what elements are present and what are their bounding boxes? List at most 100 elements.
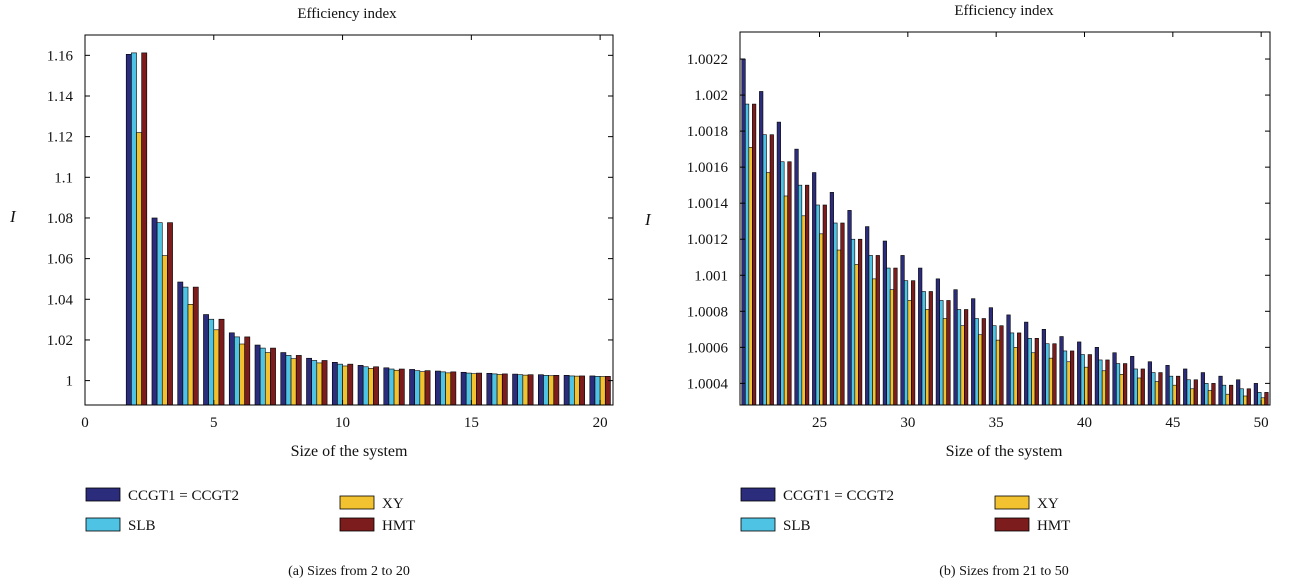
bar-a-s1-x9	[311, 360, 318, 406]
bar-b-s2-x35	[995, 339, 1000, 406]
bar-a-s2-x6	[239, 343, 245, 406]
bar-b-s2-x30	[907, 300, 912, 406]
bar-a-s2-x4	[187, 304, 194, 406]
bar-b-s2-x21	[748, 147, 753, 406]
bar-b-s0-x47	[1200, 372, 1205, 406]
bar-b-s1-x43	[1133, 368, 1138, 406]
bar-a-s1-x13	[414, 370, 421, 406]
bar-b-s2-x40	[1084, 366, 1089, 406]
chart-a-ytick-label: 1.08	[47, 211, 73, 227]
bar-a-s0-x19	[563, 375, 570, 406]
legend-a-label-xy: XY	[382, 496, 404, 512]
legend-a-label-ccgt: CCGT1 = CCGT2	[128, 488, 239, 504]
bar-b-s2-x34	[978, 334, 983, 406]
chart-b-ytick-label: 1.0018	[687, 124, 728, 140]
bar-a-s2-x9	[316, 362, 323, 406]
chart-b-ytick-label: 1.0022	[687, 52, 728, 68]
bar-b-s1-x26	[833, 222, 838, 406]
chart-a-xtick-label: 5	[210, 415, 218, 431]
chart-b: Efficiency index 25 30 35 40 45 50 1.0004 1.000…	[644, 3, 1271, 579]
bar-b-s1-x23	[780, 161, 785, 406]
bar-a-s0-x15	[460, 371, 467, 406]
bar-b-s1-x22	[762, 134, 767, 406]
chart-a-ytick-label: 1.02	[47, 333, 73, 349]
bar-a-s0-x17	[512, 373, 518, 406]
bar-b-s0-x41	[1094, 347, 1099, 406]
legend-b-label-slb: SLB	[783, 518, 811, 534]
bar-a-s1-x6	[234, 336, 240, 406]
legend-a-swatch-ccgt	[85, 487, 121, 502]
legend-b-swatch-slb	[740, 517, 776, 532]
legend-b-swatch-ccgt	[740, 487, 776, 502]
chart-b-xtick-label: 40	[1077, 415, 1092, 431]
chart-b-ytick-label: 1.0012	[687, 232, 728, 248]
bar-a-s3-x15	[476, 372, 482, 406]
bar-a-s2-x3	[161, 255, 168, 406]
bar-a-s1-x15	[465, 372, 472, 406]
bar-b-s2-x31	[925, 309, 930, 406]
bar-a-s0-x18	[538, 374, 544, 406]
chart-a-xtick-label: 10	[335, 415, 350, 431]
bar-b-s3-x43	[1140, 368, 1145, 406]
bar-b-s1-x34	[974, 318, 979, 406]
bar-b-s2-x38	[1048, 357, 1054, 406]
bar-b-s0-x33	[953, 289, 958, 406]
bar-a-s0-x20	[589, 375, 596, 406]
legend-a-swatch-hmt	[339, 517, 375, 532]
chart-b-ytick-label: 1.0004	[687, 376, 729, 392]
chart-b-axes-frame	[739, 31, 1271, 406]
bar-b-s1-x39	[1063, 350, 1068, 406]
bar-a-s1-x18	[543, 375, 549, 406]
bar-b-s3-x24	[805, 184, 810, 406]
bar-a-s2-x7	[264, 352, 271, 406]
bar-a-s1-x14	[440, 371, 446, 406]
bar-a-s0-x9	[306, 357, 312, 406]
bar-b-s2-x32	[942, 318, 947, 406]
bar-b-s3-x26	[840, 222, 845, 406]
bar-b-s1-x36	[1009, 332, 1015, 406]
bar-a-s2-x14	[445, 372, 452, 406]
bar-b-s2-x24	[801, 215, 806, 406]
bar-a-s3-x4	[192, 286, 199, 406]
chart-b-xtick-label: 50	[1254, 415, 1269, 431]
bar-a-s0-x16	[486, 372, 493, 406]
bar-b-s0-x38	[1041, 329, 1046, 406]
bar-a-s2-x8	[290, 358, 297, 406]
bar-a-s0-x7	[254, 344, 261, 406]
bar-b-s3-x28	[875, 255, 880, 406]
chart-a: Efficiency index 0 5 10 15 20 1 1.02 1.04 1.06 1.…	[9, 6, 614, 579]
bar-a-s0-x2	[125, 54, 132, 406]
chart-b-xtick-label: 30	[900, 415, 915, 431]
bar-b-s2-x22	[766, 172, 771, 406]
bar-b-s3-x47	[1211, 383, 1216, 406]
bar-b-s1-x49	[1239, 388, 1244, 406]
bar-a-s1-x5	[208, 318, 215, 406]
bar-a-s2-x18	[548, 375, 555, 406]
chart-b-caption: (b) Sizes from 21 to 50	[939, 564, 1068, 579]
bar-a-s1-x17	[517, 374, 524, 406]
bar-b-s1-x30	[903, 280, 909, 406]
chart-a-ytick-label: 1.04	[47, 292, 74, 308]
bar-a-s1-x2	[131, 52, 137, 406]
chart-b-ytick-label: 1.0006	[687, 340, 729, 356]
chart-a-title: Efficiency index	[297, 6, 397, 22]
bar-b-s3-x50	[1264, 392, 1269, 406]
chart-a-ytick-label: 1.16	[47, 48, 74, 64]
bar-b-s2-x49	[1243, 395, 1248, 406]
chart-b-ytick-label: 1.001	[694, 268, 728, 284]
bar-b-s2-x25	[819, 233, 824, 406]
bar-a-s1-x20	[594, 376, 601, 406]
bar-b-s1-x21	[744, 103, 750, 406]
legend-b-swatch-xy	[994, 495, 1030, 510]
bar-b-s3-x49	[1246, 388, 1251, 406]
bar-b-s0-x39	[1059, 336, 1064, 406]
bar-b-s1-x37	[1027, 338, 1032, 406]
bar-a-s2-x13	[419, 371, 426, 406]
bar-b-s0-x29	[882, 240, 887, 406]
bar-b-s3-x48	[1229, 384, 1234, 406]
chart-a-xtick-label: 15	[464, 415, 479, 431]
bar-a-s1-x4	[182, 286, 189, 406]
bar-b-s1-x31	[921, 291, 926, 406]
chart-b-plot-area: 25 30 35 40 45 50 1.0004 1.0006 1.0008 1.001 1.001…	[687, 32, 1270, 431]
bar-b-s2-x43	[1137, 377, 1142, 406]
